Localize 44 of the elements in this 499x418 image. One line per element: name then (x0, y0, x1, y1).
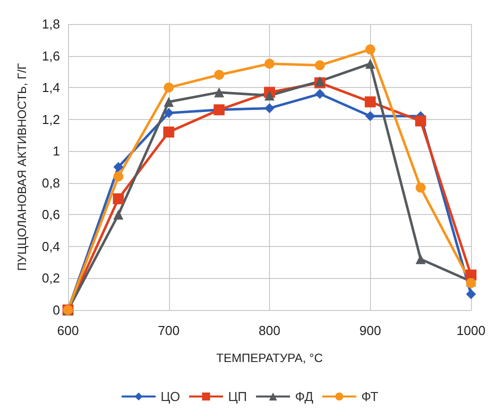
point (164, 82, 174, 93)
point (264, 103, 274, 114)
y-tick-label: 1,8 (42, 16, 60, 32)
point (214, 70, 224, 80)
point (365, 58, 376, 69)
y-tick-label: 0,4 (42, 238, 60, 254)
y-tick-label: 0,8 (42, 175, 60, 190)
x-tick-label: 900 (359, 323, 382, 338)
y-tick-label: 0,2 (42, 270, 60, 286)
point (365, 44, 376, 54)
y-axis-title: ПУЦЦОЛАНОВАЯ АКТИВНОСТЬ, Г/Г (15, 62, 29, 271)
y-tick-label: 0,6 (42, 207, 60, 222)
point (112, 193, 124, 204)
point (365, 111, 376, 122)
x-axis-title: ТЕМПЕРАТУРА, °C (216, 351, 324, 365)
point (264, 90, 274, 100)
point (415, 115, 426, 126)
x-tick-label: 800 (258, 323, 280, 338)
legend-label: ЦП (228, 389, 248, 404)
x-tick-label: 700 (158, 323, 180, 338)
point (314, 60, 325, 70)
y-tick-label: 1 (52, 144, 60, 159)
legend-label: ФТ (361, 389, 378, 404)
point (416, 182, 426, 193)
point (113, 172, 124, 182)
x-tick-label: 1000 (456, 323, 486, 338)
legend-label: ФД (295, 389, 314, 404)
y-tick-label: 1,2 (42, 112, 60, 127)
point (364, 96, 376, 108)
point (113, 162, 124, 172)
point (113, 210, 124, 220)
y-tick-label: 1,4 (42, 80, 60, 96)
point (416, 254, 426, 264)
point (314, 88, 325, 99)
point (163, 126, 174, 138)
point (466, 289, 476, 300)
y-tick-label: 1,6 (42, 48, 60, 64)
point (164, 96, 174, 107)
point (214, 87, 224, 98)
y-tick-label: 0 (52, 302, 60, 318)
legend-label: ЦО (160, 389, 180, 404)
point (264, 58, 274, 69)
x-tick-label: 600 (57, 323, 79, 338)
point (164, 108, 174, 118)
